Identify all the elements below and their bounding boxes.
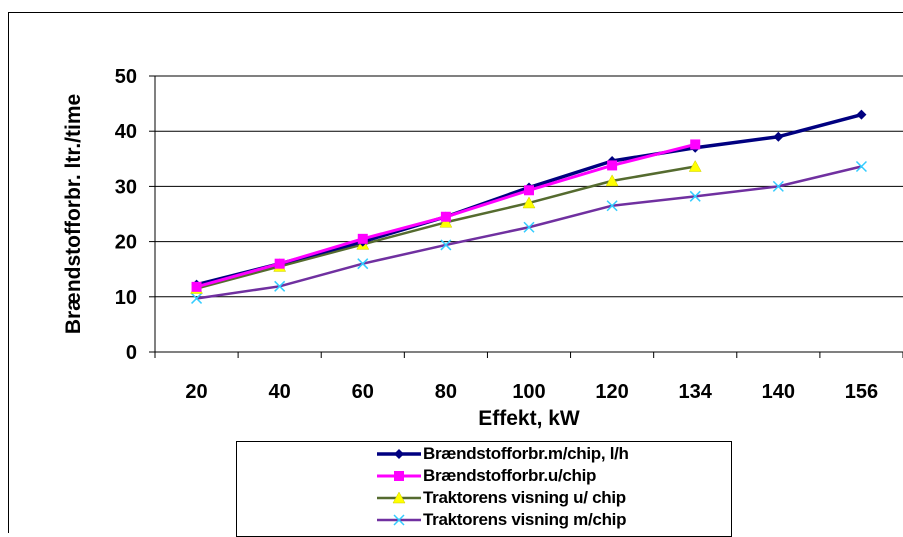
data-point: [439, 215, 453, 228]
x-tick-label: 60: [352, 381, 374, 403]
legend-swatch: [377, 491, 421, 504]
data-point: [523, 221, 535, 233]
y-tick-labels: 0 10 20 30 40 50: [115, 66, 137, 364]
x-marker-stroke: [393, 514, 405, 526]
y-axis-title: Brændstofforbr. ltr./time: [62, 94, 85, 334]
x-tick-label: 20: [185, 381, 207, 403]
y-tick-label: 0: [126, 342, 137, 364]
data-point: [606, 200, 618, 212]
legend-swatch-marker: [394, 471, 404, 481]
data-point: [440, 211, 451, 222]
axes: [149, 75, 903, 358]
x-marker-stroke: [523, 221, 535, 233]
x-tick-label: 40: [269, 381, 291, 403]
x-tick-label: 80: [435, 381, 457, 403]
x-marker-stroke: [689, 190, 701, 202]
chart-legend: Brændstofforbr.m/chip, l/h Brændstofforbr…: [236, 441, 732, 537]
y-tick-label: 40: [115, 121, 137, 143]
x-tick-label: 120: [595, 381, 628, 403]
x-marker-stroke: [191, 292, 203, 304]
legend-swatch-marker: [393, 514, 405, 526]
data-point: [605, 174, 619, 187]
data-point: [772, 180, 784, 192]
data-point: [274, 258, 285, 269]
data-point: [855, 160, 867, 173]
data-point: [357, 233, 368, 244]
y-tick-label: 20: [115, 232, 137, 254]
legend-label: Traktorens visning m/chip: [423, 510, 627, 529]
data-point: [607, 160, 618, 171]
x-marker-stroke: [357, 258, 369, 270]
x-axis-title: Effekt, kW: [478, 407, 580, 430]
legend-item: Traktorens visning m/chip: [237, 509, 731, 531]
data-point: [773, 131, 784, 142]
x-marker-stroke: [772, 180, 784, 192]
data-point: [522, 196, 536, 209]
x-tick-label: 140: [762, 381, 795, 403]
data-point: [191, 292, 203, 304]
legend-swatch-marker: [394, 449, 404, 459]
data-point: [524, 185, 534, 196]
x-marker-stroke: [855, 160, 867, 173]
data-point: [357, 258, 369, 270]
x-marker-stroke: [606, 200, 618, 212]
series-4: [191, 160, 867, 304]
y-tick-label: 50: [115, 66, 137, 88]
x-marker-stroke: [274, 280, 286, 292]
chart-frame: [8, 12, 903, 533]
legend-item: Brændstofforbr.m/chip, l/h: [237, 443, 731, 465]
y-tick-label: 30: [115, 176, 137, 198]
data-point: [856, 109, 867, 120]
data-point: [688, 160, 702, 172]
legend-swatch: [377, 471, 421, 481]
x-marker-stroke: [440, 239, 452, 251]
legend-label: Brændstofforbr.u/chip: [423, 466, 597, 485]
legend-label: Traktorens visning u/ chip: [423, 488, 626, 507]
series-lines: [190, 109, 867, 304]
data-point: [689, 190, 701, 202]
legend-item: Brændstofforbr.u/chip: [237, 465, 731, 487]
y-tick-label: 10: [115, 287, 137, 309]
data-point: [274, 280, 286, 292]
data-point: [440, 239, 452, 251]
x-tick-label: 134: [679, 381, 713, 403]
legend-item: Traktorens visning u/ chip: [237, 487, 731, 509]
legend-swatch-marker: [392, 491, 406, 504]
legend-label: Brændstofforbr.m/chip, l/h: [423, 444, 629, 463]
legend-swatch: [377, 514, 421, 526]
series-3: [190, 160, 702, 294]
data-point: [191, 281, 202, 292]
legend-swatch: [377, 449, 421, 459]
series-2: [191, 139, 701, 292]
x-tick-label: 156: [845, 381, 878, 403]
x-tick-label: 100: [512, 381, 545, 403]
x-tick-labels: 20 40 60 80 100 120 134 140 156: [185, 381, 878, 403]
data-point: [690, 139, 701, 150]
